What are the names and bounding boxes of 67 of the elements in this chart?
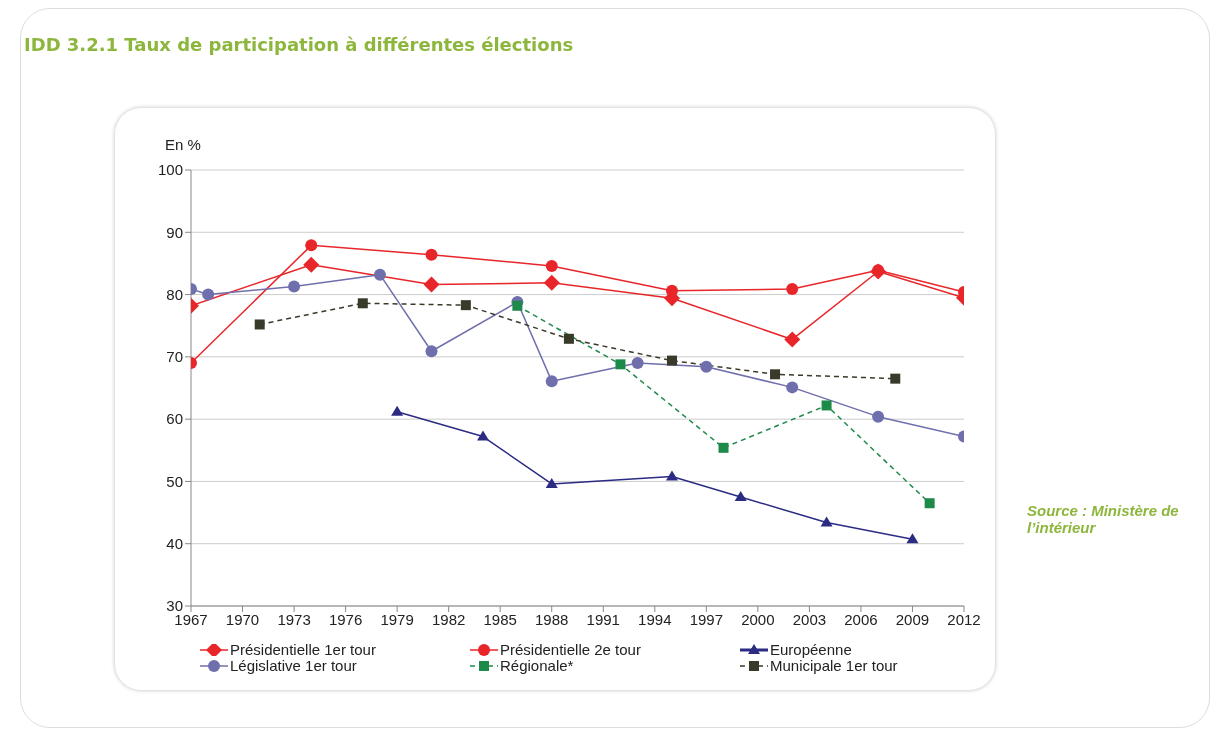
x-tick-label: 2003: [792, 610, 827, 628]
x-tick-label: 1997: [689, 610, 724, 628]
x-tick-label: 1988: [535, 610, 569, 628]
point: [820, 516, 833, 527]
point: [202, 288, 215, 301]
x-tick-label: 2000: [741, 610, 775, 628]
y-tick-label: 50: [166, 472, 183, 490]
point: [821, 400, 832, 411]
point: [512, 300, 523, 311]
point: [425, 345, 438, 358]
x-tick-label: 1979: [380, 610, 414, 628]
x-tick-label: 1991: [586, 610, 620, 628]
y-tick-label: 70: [166, 348, 183, 366]
x-tick-label: 1982: [431, 610, 466, 628]
legend-label: Présidentielle 2e tour: [500, 641, 641, 658]
x-tick-label: 2012: [947, 610, 981, 628]
legend-label: Législative 1er tour: [230, 657, 357, 674]
point: [305, 239, 318, 252]
y-tick-label: 80: [166, 285, 183, 303]
point: [615, 359, 626, 370]
point: [543, 274, 560, 291]
point: [303, 256, 320, 273]
point: [460, 300, 471, 311]
point: [288, 280, 301, 293]
x-tick-label: 1985: [483, 610, 517, 628]
point: [477, 430, 490, 441]
point: [924, 498, 935, 509]
point: [718, 442, 729, 453]
legend-label: Présidentielle 1er tour: [230, 641, 376, 658]
point: [906, 533, 919, 544]
y-tick-label: 40: [166, 535, 183, 553]
x-tick-label: 1994: [638, 610, 672, 628]
y-axis-title: En %: [165, 136, 201, 153]
point: [786, 282, 799, 295]
point: [786, 381, 799, 394]
point: [700, 360, 713, 373]
x-tick-label: 1976: [328, 610, 363, 628]
x-tick-label: 2009: [895, 610, 930, 628]
x-tick-label: 1970: [225, 610, 260, 628]
point: [545, 477, 558, 488]
point: [784, 331, 801, 348]
point: [545, 259, 558, 272]
point: [890, 373, 901, 384]
y-tick-label: 90: [166, 223, 183, 241]
legend-label: Européenne: [770, 641, 852, 658]
source-note: Source : Ministère de l’intérieur: [1027, 502, 1180, 536]
point: [545, 375, 558, 388]
point: [373, 268, 386, 281]
point: [391, 405, 404, 416]
point: [872, 410, 885, 423]
legend-label: Régionale*: [500, 657, 574, 674]
legend-label: Municipale 1er tour: [770, 657, 898, 674]
point: [563, 333, 574, 344]
point: [631, 357, 644, 370]
y-tick-label: 100: [157, 161, 183, 179]
chart-title: IDD 3.2.1 Taux de participation à différentes élections: [24, 34, 574, 55]
x-tick-label: 2006: [844, 610, 878, 628]
point: [666, 355, 677, 366]
point: [425, 248, 438, 261]
point: [770, 369, 781, 380]
y-tick-label: 60: [166, 410, 183, 428]
point: [665, 470, 678, 481]
point: [254, 319, 265, 330]
x-tick-label: 1973: [277, 610, 311, 628]
point: [357, 298, 368, 309]
point: [423, 276, 440, 293]
point: [734, 491, 747, 501]
